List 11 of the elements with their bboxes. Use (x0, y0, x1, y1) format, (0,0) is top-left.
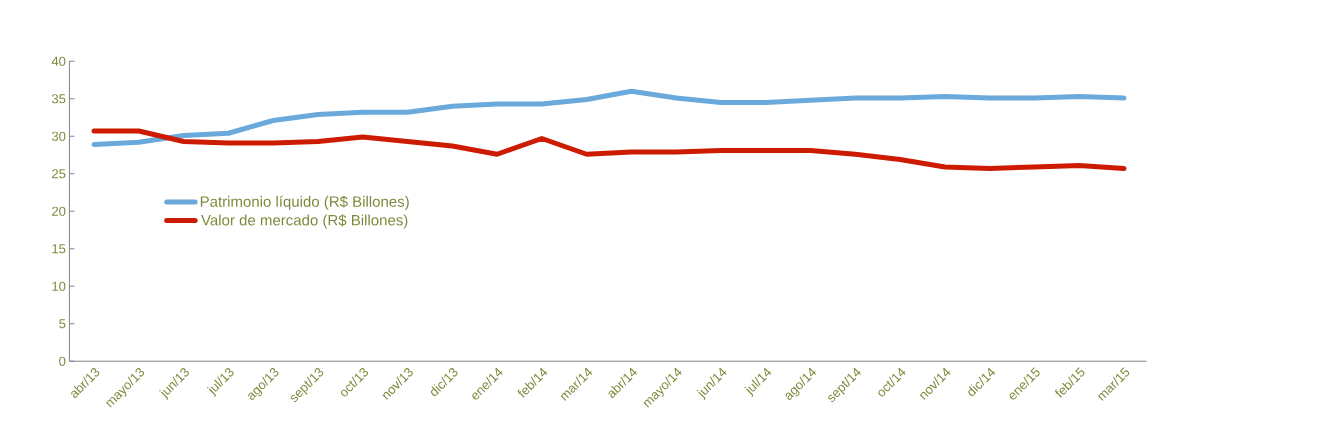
y-tick-label: 40 (51, 56, 66, 66)
y-tick-label: 10 (52, 281, 66, 291)
legend-label: Valor de mercado (R$ Billones) (201, 214, 408, 229)
y-tick-label: 25 (52, 169, 66, 179)
legend-label: Patrimonio líquido (R$ Billones) (200, 195, 409, 210)
y-tick-label: 15 (52, 244, 66, 254)
y-tick-label: 5 (59, 319, 66, 329)
y-tick-label: 20 (52, 206, 66, 216)
y-tick-label: 30 (51, 131, 66, 141)
y-tick-label: 0 (59, 356, 66, 366)
y-tick-label: 35 (51, 94, 66, 104)
